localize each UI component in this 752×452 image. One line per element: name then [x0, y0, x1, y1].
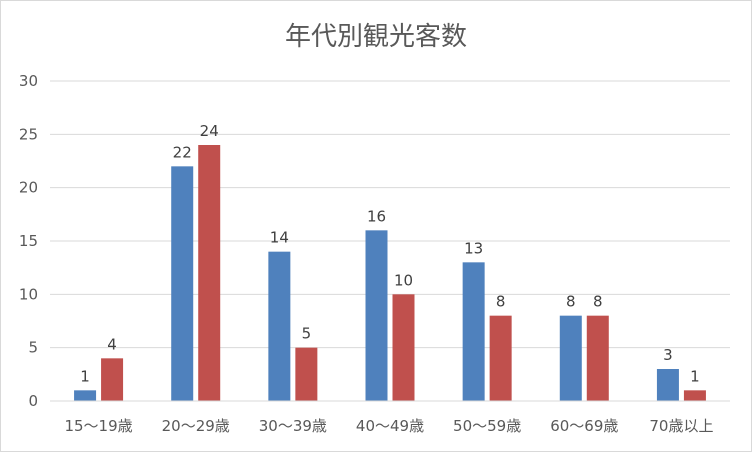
data-label: 24 — [200, 122, 219, 140]
data-label: 8 — [496, 293, 506, 311]
bar — [365, 230, 388, 401]
bar — [171, 166, 194, 401]
y-axis: 0 5 10 15 20 25 30 — [19, 72, 38, 410]
data-label: 4 — [107, 335, 117, 353]
bar — [295, 347, 318, 401]
data-label: 22 — [173, 143, 192, 161]
bar — [198, 145, 221, 401]
bars — [74, 145, 706, 401]
bar — [392, 294, 415, 401]
bar — [656, 369, 679, 401]
y-tick-label: 30 — [19, 72, 38, 90]
data-label: 1 — [80, 367, 90, 385]
bar — [268, 251, 291, 401]
gridlines — [50, 80, 730, 402]
data-label: 14 — [270, 229, 289, 247]
bar — [586, 315, 609, 401]
y-tick-label: 0 — [28, 392, 38, 410]
data-label: 16 — [367, 207, 386, 225]
x-tick-label: 30〜39歳 — [259, 417, 327, 435]
x-tick-label: 20〜29歳 — [162, 417, 230, 435]
data-label: 10 — [394, 271, 413, 289]
x-tick-label: 40〜49歳 — [356, 417, 424, 435]
data-label: 1 — [690, 367, 700, 385]
data-label: 8 — [593, 293, 603, 311]
x-axis: 15〜19歳 20〜29歳 30〜39歳 40〜49歳 50〜59歳 60〜69歳 70歳以… — [50, 400, 730, 435]
bar — [489, 315, 512, 401]
bar — [559, 315, 582, 401]
x-tick-label: 70歳以上 — [649, 417, 713, 435]
bar — [462, 262, 485, 401]
x-tick-label: 60〜69歳 — [550, 417, 618, 435]
x-tick-label: 50〜59歳 — [453, 417, 521, 435]
data-label: 3 — [663, 346, 673, 364]
x-tick-label: 15〜19歳 — [64, 417, 132, 435]
data-label: 8 — [566, 293, 576, 311]
y-tick-label: 20 — [19, 179, 38, 197]
y-tick-label: 10 — [19, 285, 38, 303]
bar — [101, 358, 124, 401]
bar — [683, 390, 706, 401]
data-label: 5 — [302, 325, 312, 343]
data-label: 13 — [464, 239, 483, 257]
y-tick-label: 5 — [28, 339, 38, 357]
bar — [74, 390, 97, 401]
y-tick-label: 15 — [19, 232, 38, 250]
y-tick-label: 25 — [19, 125, 38, 143]
chart-title: 年代別観光客数 — [284, 22, 467, 52]
